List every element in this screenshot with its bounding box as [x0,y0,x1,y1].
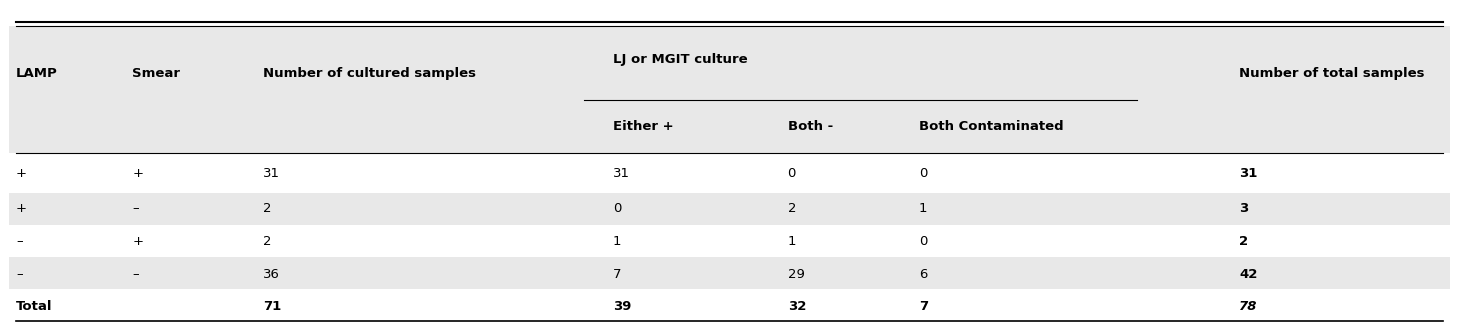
Bar [9,289,1449,321]
Bar [9,27,1449,153]
Bar [9,257,1449,289]
Text: 2: 2 [1239,235,1248,248]
Text: 2: 2 [788,202,795,215]
Text: +: + [133,235,143,248]
Text: Both Contaminated: Both Contaminated [919,120,1064,133]
Text: Smear: Smear [133,67,180,80]
Text: Both -: Both - [788,120,832,133]
Text: 32: 32 [788,300,806,313]
Text: 1: 1 [919,202,927,215]
Text: 31: 31 [1239,167,1258,180]
Text: Total: Total [16,300,53,313]
Text: +: + [133,167,143,180]
Text: 2: 2 [264,235,273,248]
Text: 42: 42 [1239,267,1258,281]
Text: 7: 7 [919,300,928,313]
Text: 6: 6 [919,267,927,281]
Text: –: – [16,267,22,281]
Text: 29: 29 [788,267,804,281]
Text: +: + [16,167,27,180]
Text: 39: 39 [613,300,632,313]
Text: 0: 0 [919,167,927,180]
Text: Number of cultured samples: Number of cultured samples [264,67,476,80]
Text: 3: 3 [1239,202,1248,215]
Bar [9,153,1449,193]
Text: 0: 0 [613,202,622,215]
Text: –: – [133,202,138,215]
Text: –: – [16,235,22,248]
Text: LJ or MGIT culture: LJ or MGIT culture [613,53,747,66]
Text: Number of total samples: Number of total samples [1239,67,1424,80]
Text: 31: 31 [264,167,280,180]
Text: LAMP: LAMP [16,67,57,80]
Text: +: + [16,202,27,215]
Text: 71: 71 [264,300,281,313]
Text: 1: 1 [788,235,795,248]
Text: 31: 31 [613,167,630,180]
Text: 1: 1 [613,235,622,248]
Text: 36: 36 [264,267,280,281]
Text: 0: 0 [788,167,795,180]
Text: Either +: Either + [613,120,673,133]
Bar [9,225,1449,257]
Text: –: – [133,267,138,281]
Text: 78: 78 [1239,300,1258,313]
Text: 7: 7 [613,267,622,281]
Bar [9,193,1449,225]
Text: 2: 2 [264,202,273,215]
Text: 0: 0 [919,235,927,248]
